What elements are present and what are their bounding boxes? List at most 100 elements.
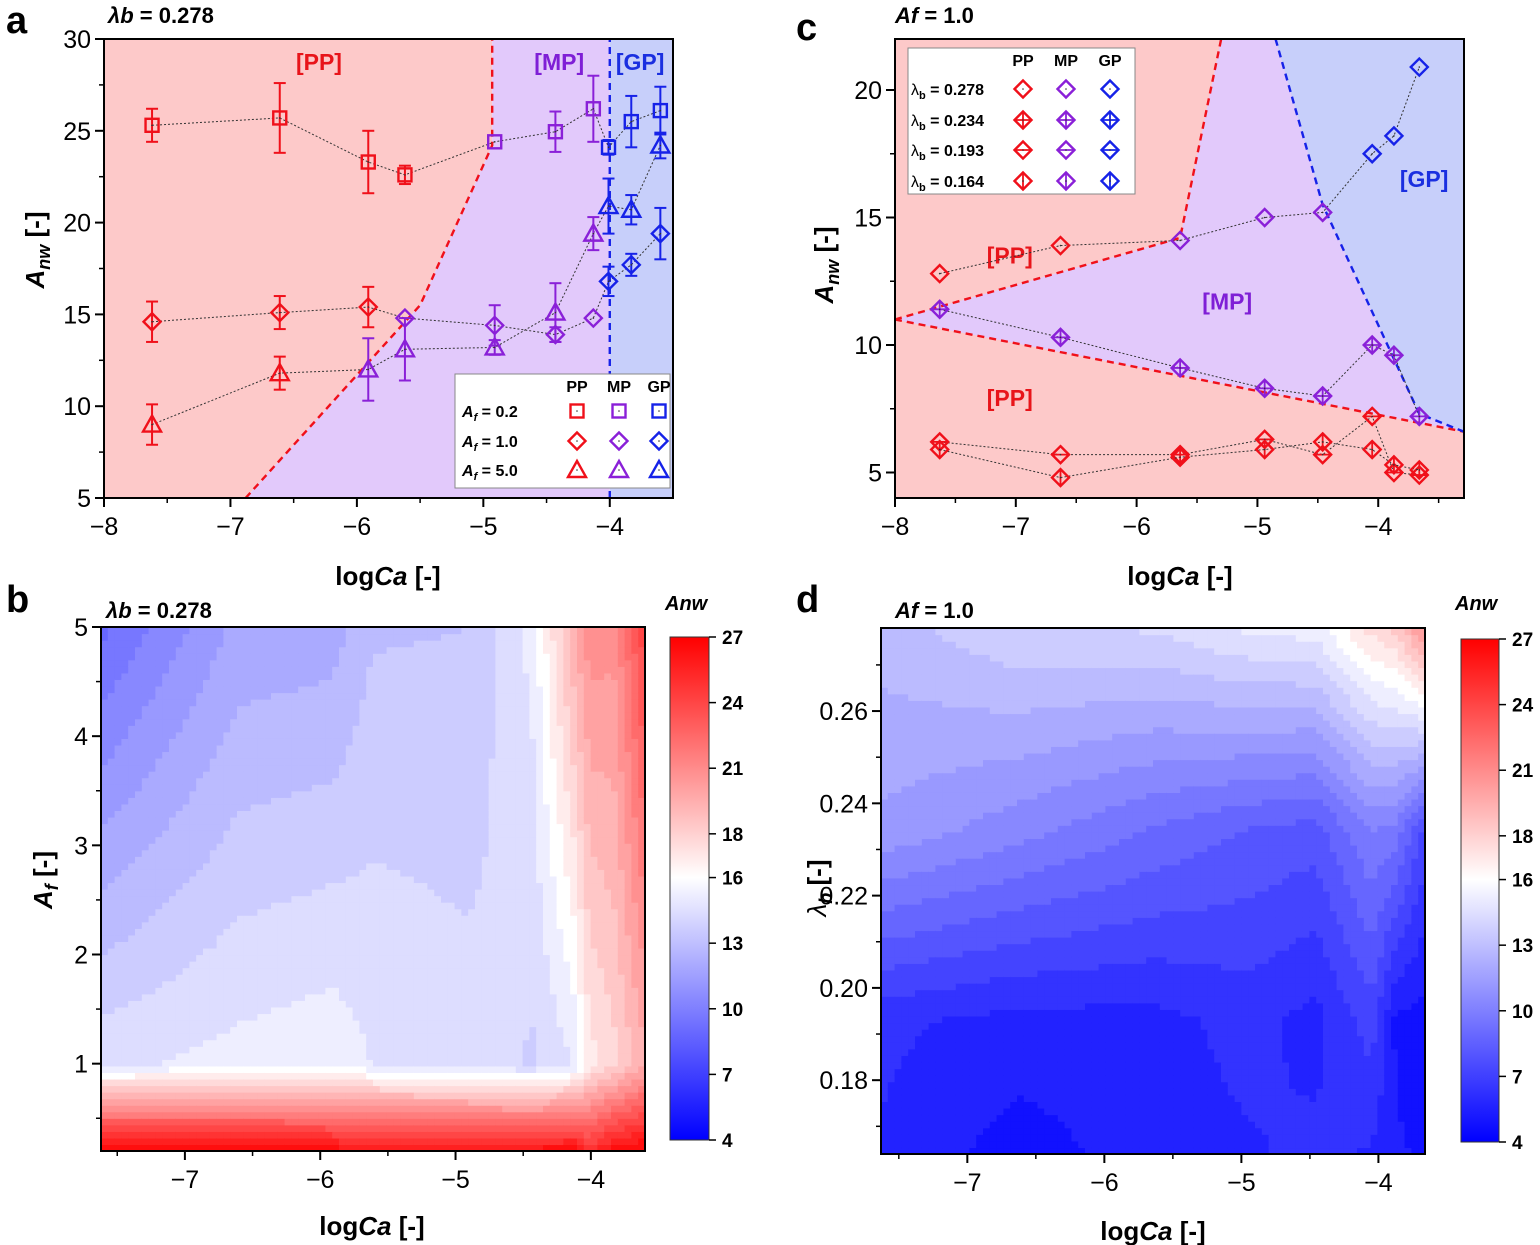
heatmap-cell	[189, 777, 197, 785]
panel-letter-c: c	[796, 7, 817, 49]
heatmap-cell	[162, 849, 170, 857]
heatmap-cell	[107, 961, 116, 969]
heatmap-cell	[352, 849, 360, 857]
heatmap-cell	[318, 961, 326, 969]
heatmap-cell	[373, 679, 381, 687]
heatmap-cell	[250, 1078, 258, 1087]
heatmap-cell	[454, 993, 462, 1001]
heatmap-cell	[305, 1046, 313, 1054]
heatmap-cell	[339, 1085, 347, 1093]
heatmap-cell	[291, 699, 299, 707]
heatmap-cell	[366, 712, 374, 720]
heatmap-cell	[169, 790, 177, 798]
heatmap-cell	[359, 1033, 367, 1041]
heatmap-cell	[203, 1144, 211, 1151]
heatmap-cell	[114, 1144, 122, 1151]
heatmap-cell	[250, 934, 258, 942]
heatmap-cell	[475, 1137, 483, 1146]
heatmap-cell	[277, 705, 286, 713]
heatmap-cell	[434, 771, 442, 779]
heatmap-cell	[400, 744, 408, 753]
heatmap-cell	[169, 947, 177, 956]
heatmap-cell	[434, 744, 442, 753]
heatmap-cell	[216, 921, 224, 929]
heatmap-cell	[216, 646, 224, 654]
heatmap-cell	[400, 1072, 408, 1080]
heatmap-cell	[475, 679, 483, 687]
heatmap-cell	[175, 1144, 184, 1151]
heatmap-cell	[291, 685, 299, 694]
heatmap-cell	[223, 692, 231, 700]
heatmap-cell	[441, 1026, 449, 1034]
heatmap-cell	[468, 1118, 476, 1126]
heatmap-cell	[434, 1026, 442, 1034]
heatmap-cell	[407, 712, 415, 720]
heatmap-cell	[203, 1000, 211, 1008]
heatmap-cell	[311, 1144, 320, 1151]
heatmap-cell	[454, 1059, 462, 1067]
heatmap-cell	[155, 1098, 163, 1106]
heatmap-cell	[169, 758, 177, 766]
heatmap-cell	[175, 751, 184, 759]
heatmap-cell	[305, 718, 313, 726]
heatmap-cell	[441, 954, 449, 962]
data-point	[1254, 378, 1275, 399]
heatmap-cell	[345, 941, 354, 949]
heatmap-cell	[284, 731, 292, 739]
heatmap-cell	[216, 685, 224, 694]
heatmap-cell	[345, 967, 354, 975]
heatmap-cell	[135, 777, 143, 785]
heatmap-cell	[114, 875, 122, 884]
heatmap-cell	[114, 784, 122, 792]
heatmap-cell	[420, 718, 428, 726]
heatmap-cell	[128, 712, 136, 720]
heatmap-cell	[352, 705, 360, 713]
heatmap-cell	[298, 790, 306, 798]
heatmap-cell	[373, 823, 381, 831]
heatmap-cell	[135, 1065, 143, 1073]
heatmap-cell	[209, 646, 218, 654]
heatmap-cell	[481, 1131, 490, 1139]
heatmap-cell	[305, 1020, 313, 1028]
panel-a-y-tick-label: 20	[63, 210, 91, 238]
heatmap-cell	[468, 797, 476, 805]
heatmap-cell	[325, 1124, 333, 1132]
heatmap-cell	[128, 1144, 136, 1151]
heatmap-cell	[481, 1105, 490, 1113]
heatmap-cell	[162, 869, 170, 877]
heatmap-cell	[182, 692, 190, 700]
heatmap-cell	[325, 653, 333, 661]
heatmap-cell	[135, 1105, 143, 1113]
heatmap-cell	[488, 1131, 496, 1139]
heatmap-cell	[271, 987, 279, 995]
heatmap-cell	[379, 764, 388, 772]
heatmap-cell	[291, 764, 299, 772]
heatmap-cell	[284, 843, 292, 851]
heatmap-cell	[413, 954, 422, 962]
heatmap-cell	[128, 843, 136, 851]
heatmap-cell	[141, 947, 150, 956]
heatmap-cell	[162, 1020, 170, 1028]
heatmap-cell	[162, 1118, 170, 1126]
heatmap-cell	[454, 1098, 462, 1106]
heatmap-cell	[243, 875, 252, 884]
heatmap-cell	[427, 849, 435, 857]
heatmap-cell	[264, 1137, 272, 1146]
heatmap-cell	[128, 1065, 136, 1073]
data-point	[357, 358, 380, 378]
heatmap-cell	[318, 810, 326, 818]
heatmap-cell	[447, 830, 456, 838]
heatmap-cell	[318, 816, 326, 825]
heatmap-cell	[352, 947, 360, 956]
heatmap-cell	[298, 843, 306, 851]
heatmap-cell	[407, 954, 415, 962]
heatmap-cell	[461, 830, 469, 838]
heatmap-cell	[284, 712, 292, 720]
heatmap-cell	[400, 836, 408, 844]
heatmap-cell	[155, 961, 163, 969]
heatmap-cell	[298, 803, 306, 811]
heatmap-cell	[488, 797, 496, 805]
heatmap-cell	[386, 803, 394, 811]
heatmap-cell	[135, 928, 143, 936]
heatmap-cell	[461, 718, 469, 726]
